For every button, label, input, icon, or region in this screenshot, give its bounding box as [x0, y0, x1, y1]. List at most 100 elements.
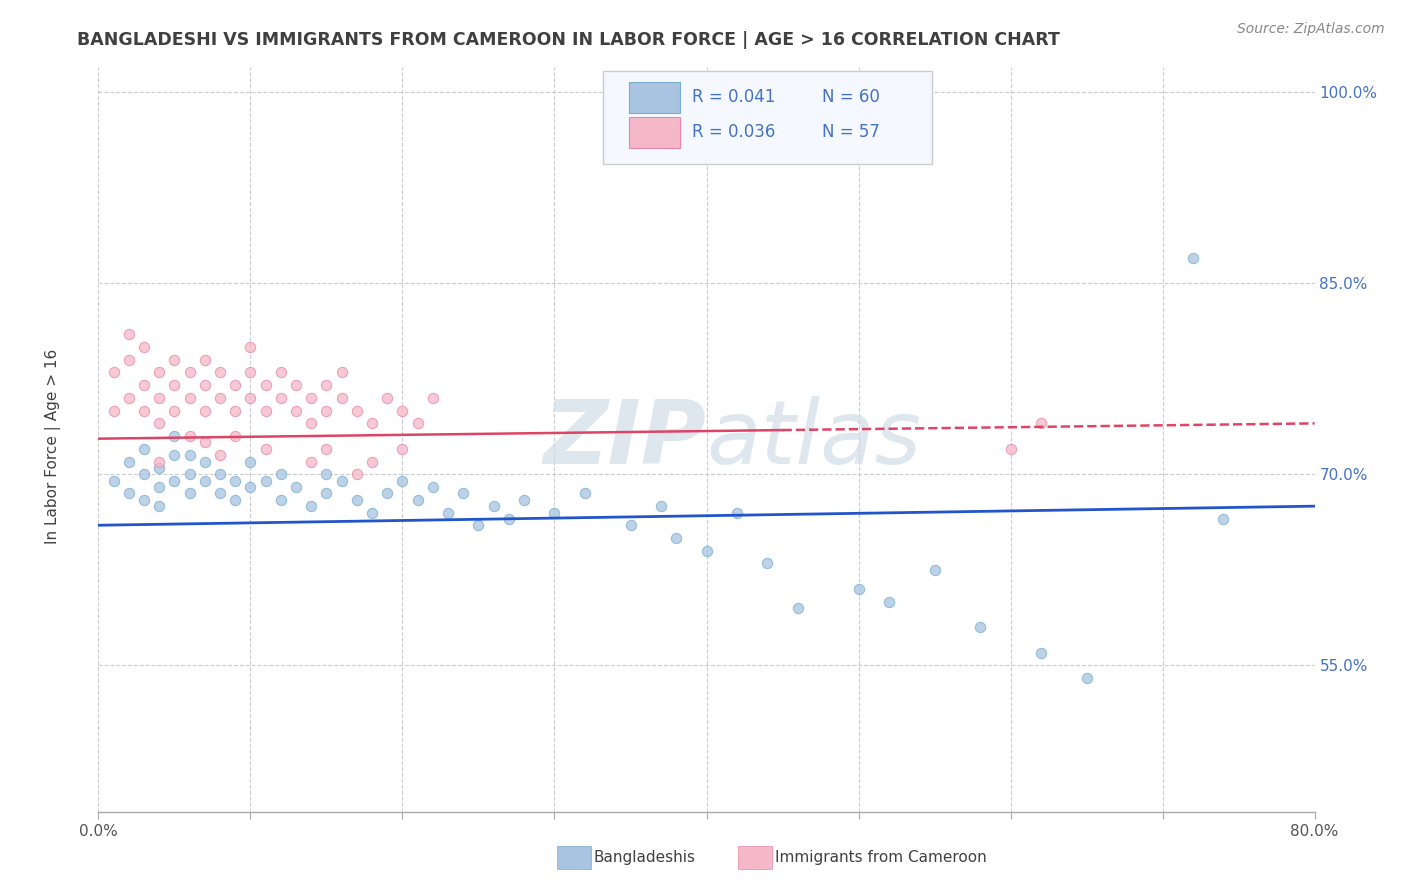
Point: [330, 366, 353, 380]
Point: [132, 442, 155, 456]
Point: [1029, 417, 1052, 431]
Text: N = 57: N = 57: [823, 123, 880, 142]
Point: [179, 486, 201, 500]
Point: [482, 499, 505, 513]
Point: [650, 499, 672, 513]
Point: [299, 499, 322, 513]
Point: [254, 378, 277, 392]
Point: [346, 492, 368, 507]
Text: Immigrants from Cameroon: Immigrants from Cameroon: [775, 850, 987, 864]
FancyBboxPatch shape: [628, 82, 679, 113]
Point: [132, 492, 155, 507]
Point: [299, 391, 322, 405]
Point: [696, 543, 718, 558]
Point: [132, 340, 155, 354]
Point: [619, 518, 641, 533]
Point: [330, 474, 353, 488]
Point: [239, 340, 262, 354]
Point: [148, 417, 170, 431]
Point: [375, 486, 398, 500]
Point: [194, 352, 217, 367]
Point: [132, 403, 155, 417]
Point: [209, 366, 232, 380]
Point: [969, 620, 991, 634]
Point: [1076, 671, 1098, 685]
Point: [315, 378, 337, 392]
Point: [118, 486, 141, 500]
Point: [361, 417, 384, 431]
Text: atlas: atlas: [707, 396, 921, 483]
FancyBboxPatch shape: [628, 117, 679, 148]
Point: [391, 442, 413, 456]
Point: [756, 557, 779, 571]
Text: N = 60: N = 60: [823, 88, 880, 106]
Point: [665, 531, 688, 545]
Point: [179, 391, 201, 405]
Point: [299, 417, 322, 431]
Point: [148, 454, 170, 468]
Point: [453, 486, 475, 500]
Point: [103, 366, 125, 380]
Point: [163, 474, 186, 488]
Point: [239, 480, 262, 494]
Text: In Labor Force | Age > 16: In Labor Force | Age > 16: [45, 349, 62, 543]
Point: [391, 403, 413, 417]
Point: [270, 391, 292, 405]
Point: [179, 366, 201, 380]
Point: [1000, 442, 1022, 456]
Point: [270, 492, 292, 507]
Text: R = 0.041: R = 0.041: [692, 88, 775, 106]
Point: [254, 474, 277, 488]
Point: [346, 467, 368, 482]
Point: [118, 454, 141, 468]
Point: [315, 442, 337, 456]
Point: [1212, 512, 1234, 526]
Point: [543, 506, 565, 520]
Point: [848, 582, 870, 596]
Point: [270, 366, 292, 380]
Point: [786, 601, 808, 615]
Point: [1182, 251, 1205, 265]
Point: [498, 512, 520, 526]
Point: [163, 378, 186, 392]
Point: [315, 403, 337, 417]
Point: [574, 486, 596, 500]
Point: [209, 486, 232, 500]
Point: [285, 480, 308, 494]
Point: [209, 448, 232, 462]
Point: [163, 352, 186, 367]
Point: [148, 366, 170, 380]
Point: [194, 403, 217, 417]
Point: [346, 403, 368, 417]
Text: Source: ZipAtlas.com: Source: ZipAtlas.com: [1237, 22, 1385, 37]
Point: [513, 492, 536, 507]
Point: [148, 461, 170, 475]
Point: [118, 327, 141, 342]
Text: Bangladeshis: Bangladeshis: [593, 850, 696, 864]
Point: [194, 474, 217, 488]
Point: [467, 518, 489, 533]
Point: [391, 474, 413, 488]
Point: [924, 563, 946, 577]
Point: [315, 467, 337, 482]
Point: [179, 429, 201, 443]
Point: [224, 378, 246, 392]
Point: [224, 474, 246, 488]
Point: [163, 429, 186, 443]
Point: [375, 391, 398, 405]
Point: [163, 403, 186, 417]
Point: [254, 442, 277, 456]
Point: [148, 499, 170, 513]
Point: [315, 486, 337, 500]
Point: [285, 378, 308, 392]
Point: [132, 378, 155, 392]
Point: [285, 403, 308, 417]
Point: [422, 391, 444, 405]
Point: [361, 454, 384, 468]
Point: [179, 448, 201, 462]
Text: ZIP: ZIP: [544, 396, 707, 483]
Point: [239, 391, 262, 405]
Point: [132, 467, 155, 482]
Point: [406, 492, 429, 507]
Point: [422, 480, 444, 494]
